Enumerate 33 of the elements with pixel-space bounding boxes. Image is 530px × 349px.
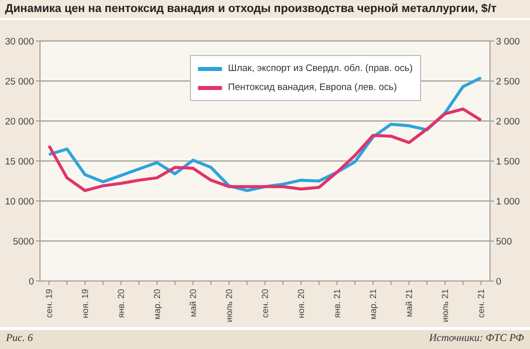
x-tick-label: июль 21 — [440, 288, 450, 322]
legend-label: Шлак, экспорт из Свердл. обл. (прав. ось) — [228, 62, 413, 76]
y2-tick-label: 1 500 — [496, 156, 520, 168]
y2-tick-label: 0 — [496, 276, 502, 288]
y-tick-label: 25 000 — [4, 76, 34, 88]
y2-tick-label: 2 500 — [496, 76, 520, 88]
y-tick-label: 0 — [28, 276, 34, 288]
y2-tick-label: 500 — [496, 236, 512, 248]
x-tick-label: май 21 — [404, 288, 414, 318]
text: Источники: ФТС РФ — [429, 333, 524, 346]
x-tick-label: мар. 21 — [368, 288, 378, 320]
line-series — [48, 108, 482, 192]
x-tick-label: мар. 20 — [152, 288, 162, 320]
x-tick-label: июль 20 — [224, 288, 234, 322]
x-tick-label: май 20 — [188, 288, 198, 318]
x-tick-label: сен. 20 — [260, 288, 270, 318]
x-tick-label: сен. 19 — [44, 288, 54, 318]
y-tick-label: 20 000 — [4, 116, 34, 128]
y2-tick-label: 2 000 — [496, 116, 520, 128]
y2-tick-label: 1 000 — [496, 196, 520, 208]
y-tick-label: 10 000 — [4, 196, 34, 208]
x-tick-label: янв. 20 — [116, 288, 126, 318]
x-tick-label: сен. 21 — [476, 288, 486, 318]
y-tick-label: 5000 — [12, 236, 34, 248]
x-tick-label: янв. 21 — [332, 288, 342, 318]
x-tick-label: ноя. 20 — [296, 288, 306, 318]
text: Рис. 6 — [6, 333, 33, 346]
legend-label: Пентоксид ванадия, Европа (лев. ось) — [228, 81, 397, 95]
x-tick-label: ноя. 19 — [80, 288, 90, 318]
chart-title: Динамика цен на пентоксид ванадия и отходы производства черной металлургии, $/т — [0, 0, 530, 20]
y-tick-label: 15 000 — [4, 156, 34, 168]
y2-tick-label: 3 000 — [496, 36, 520, 48]
y-tick-label: 30 000 — [4, 36, 34, 48]
